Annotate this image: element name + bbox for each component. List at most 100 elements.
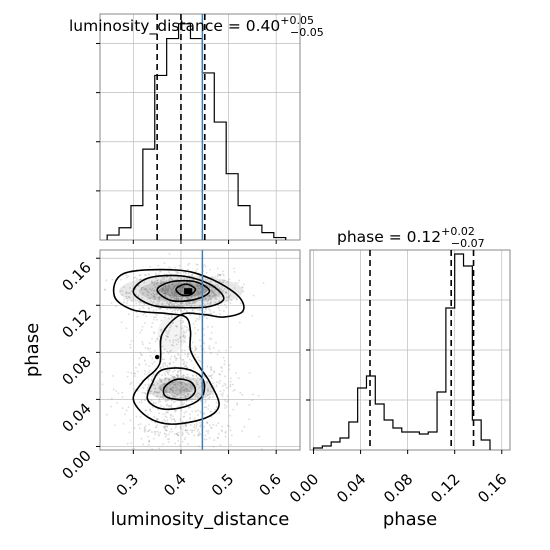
panel-title: luminosity_distance = 0.40+0.05 −0.05 bbox=[69, 14, 324, 39]
sample-point bbox=[134, 288, 137, 291]
sample-point bbox=[143, 391, 146, 394]
x-tick-label: 0.16 bbox=[474, 470, 510, 506]
sample-point bbox=[183, 339, 185, 342]
sample-point bbox=[233, 287, 236, 289]
sample-point bbox=[156, 279, 159, 282]
sample-point bbox=[174, 395, 177, 398]
sample-point bbox=[166, 393, 169, 396]
sample-point bbox=[186, 296, 189, 299]
sample-point bbox=[159, 386, 162, 389]
sample-point bbox=[165, 404, 168, 407]
x-tick-labels: 0.00 0.04 0.08 0.12 0.16 bbox=[286, 470, 511, 506]
sample-point bbox=[217, 306, 220, 309]
sample-point bbox=[182, 393, 185, 396]
sample-point bbox=[216, 381, 218, 384]
sample-point bbox=[188, 298, 190, 301]
sample-point bbox=[159, 328, 162, 331]
sample-point bbox=[222, 356, 225, 359]
sample-point bbox=[219, 379, 221, 382]
sample-point bbox=[182, 311, 185, 314]
sample-point bbox=[159, 270, 162, 273]
sample-point bbox=[198, 386, 201, 389]
sample-point bbox=[180, 317, 183, 320]
sample-point bbox=[210, 280, 213, 283]
sample-point bbox=[153, 301, 155, 303]
sample-point bbox=[129, 343, 132, 346]
sample-point bbox=[179, 425, 182, 428]
sample-point bbox=[170, 355, 173, 358]
sample-point bbox=[221, 285, 223, 288]
sample-point bbox=[121, 396, 124, 398]
sample-point bbox=[229, 443, 232, 446]
sample-point bbox=[167, 378, 170, 381]
sample-point bbox=[171, 382, 173, 385]
sample-point bbox=[193, 434, 196, 437]
sample-point bbox=[168, 378, 171, 381]
sample-point bbox=[168, 304, 171, 307]
sample-point bbox=[210, 338, 213, 341]
sample-point bbox=[138, 363, 141, 365]
x-axis-label-phase: phase bbox=[383, 509, 437, 530]
sample-point bbox=[179, 319, 182, 322]
sample-point bbox=[182, 285, 184, 288]
sample-point bbox=[185, 310, 188, 313]
sample-point bbox=[169, 387, 172, 390]
sample-point bbox=[160, 288, 163, 291]
sample-point bbox=[180, 340, 182, 343]
sample-point bbox=[175, 357, 178, 360]
sample-point bbox=[172, 287, 175, 289]
sample-point bbox=[123, 298, 126, 301]
quantile-lines bbox=[369, 250, 475, 450]
sample-point bbox=[176, 305, 178, 307]
sample-point bbox=[164, 294, 167, 297]
sample-point bbox=[203, 438, 206, 441]
sample-point bbox=[190, 296, 193, 298]
sample-point bbox=[206, 278, 209, 281]
sample-point bbox=[194, 332, 197, 335]
sample-point bbox=[215, 406, 218, 408]
sample-point bbox=[217, 284, 220, 287]
sample-point bbox=[150, 281, 153, 284]
sample-point bbox=[195, 375, 198, 377]
sample-point bbox=[171, 393, 173, 396]
sample-point bbox=[208, 295, 211, 298]
sample-point bbox=[187, 282, 190, 284]
sample-point bbox=[153, 281, 156, 284]
sample-point bbox=[211, 374, 214, 376]
sample-point bbox=[193, 301, 196, 304]
sample-point bbox=[183, 389, 186, 392]
sample-point bbox=[179, 309, 182, 311]
sample-point bbox=[180, 302, 183, 305]
sample-point bbox=[219, 274, 222, 276]
sample-point bbox=[170, 302, 173, 305]
sample-point bbox=[187, 272, 190, 275]
sample-point bbox=[196, 283, 199, 286]
sample-point bbox=[170, 294, 173, 297]
sample-point bbox=[139, 274, 142, 277]
density-band bbox=[159, 283, 208, 297]
sample-point bbox=[180, 400, 183, 403]
sample-point bbox=[156, 318, 158, 321]
sample-point bbox=[210, 331, 213, 334]
sample-point bbox=[189, 390, 191, 393]
sample-point bbox=[241, 286, 244, 288]
sample-point bbox=[203, 311, 206, 313]
sample-point bbox=[180, 277, 183, 279]
sample-point bbox=[147, 429, 150, 432]
sample-point bbox=[185, 364, 188, 367]
sample-point bbox=[121, 293, 124, 296]
sample-point bbox=[211, 291, 213, 294]
sample-point bbox=[190, 398, 193, 401]
sample-point bbox=[177, 394, 180, 397]
sample-point bbox=[223, 310, 225, 313]
sample-point bbox=[130, 300, 133, 302]
sample-point bbox=[158, 296, 161, 299]
sample-point bbox=[150, 289, 153, 292]
sample-point bbox=[163, 276, 166, 279]
sample-point bbox=[199, 410, 202, 413]
panel-frame bbox=[99, 13, 301, 241]
sample-point bbox=[151, 379, 154, 381]
sample-point bbox=[168, 339, 171, 342]
sample-point bbox=[158, 412, 160, 414]
sample-point bbox=[171, 292, 174, 295]
